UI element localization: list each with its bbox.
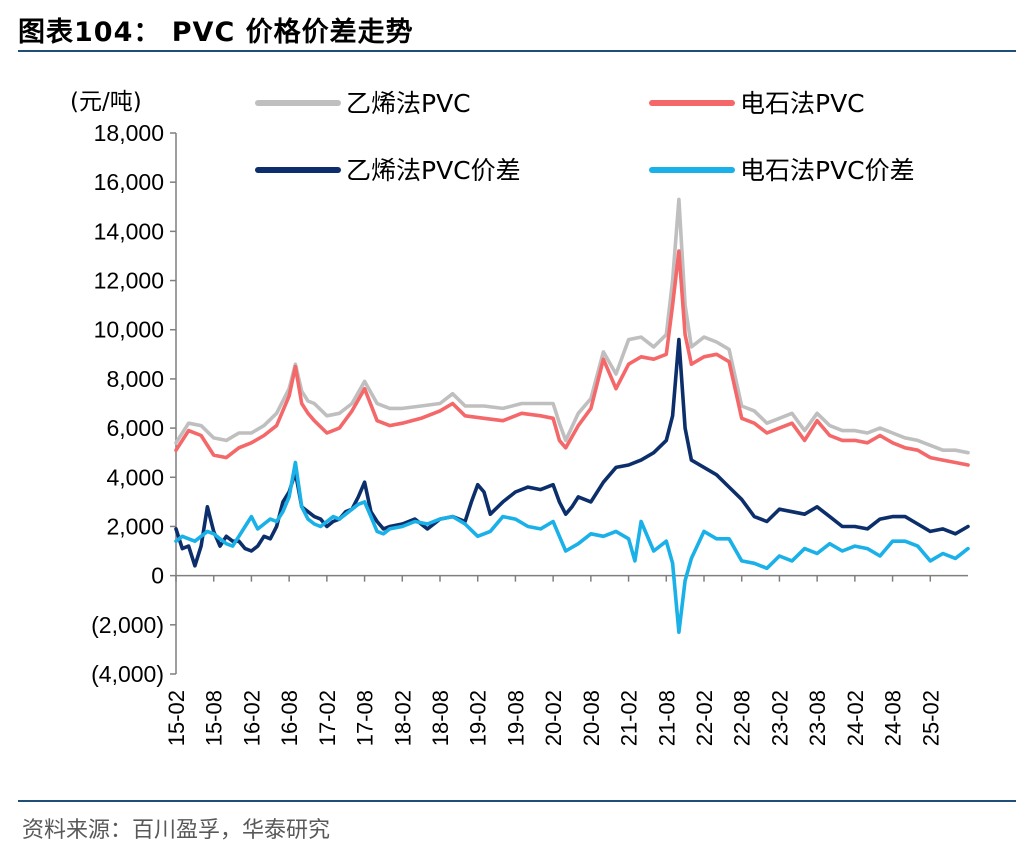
x-tick-label: 17-08 (353, 690, 378, 746)
chart-axes: 18,000 16,000 14,000 12,000 10,000 8,000 6,000… (91, 120, 968, 746)
x-tick-label: 18-08 (428, 690, 453, 746)
x-tick-label: 23-02 (767, 690, 792, 746)
series-line-1 (174, 197, 970, 455)
figure-title: 图表104： PVC 价格价差走势 (18, 17, 414, 48)
x-tick-label: 25-02 (918, 690, 943, 746)
y-tick-label: 8,000 (106, 366, 164, 392)
x-tick-label: 24-08 (881, 690, 906, 746)
x-tick-label: 16-08 (277, 690, 302, 746)
x-tick-label: 19-08 (503, 690, 528, 746)
x-tick-label: 20-08 (579, 690, 604, 746)
x-tick-label: 15-02 (164, 690, 189, 746)
x-tick-label: 20-02 (541, 690, 566, 746)
y-tick-label: 14,000 (94, 218, 164, 244)
x-tick-label: 23-08 (805, 690, 830, 746)
title-rule (18, 50, 1016, 52)
x-tick-label: 22-08 (730, 690, 755, 746)
source-note: 资料来源：百川盈孚，华泰研究 (22, 818, 331, 843)
y-unit-label: (元/吨) (70, 89, 142, 115)
series-line-2 (174, 249, 970, 467)
y-tick-label: 18,000 (94, 120, 164, 146)
chart-legend: 乙烯法PVC 电石法PVC 乙烯法PVC价差 电石法PVC价差 (255, 89, 915, 185)
legend-label: 乙烯法PVC价差 (346, 156, 521, 185)
x-tick-label: 24-02 (843, 690, 868, 746)
legend-label: 电石法PVC (740, 89, 865, 118)
x-tick-label: 17-02 (315, 690, 340, 746)
legend-label: 电石法PVC价差 (740, 156, 915, 185)
y-tick-label: (4,000) (91, 661, 164, 687)
footer-rule (18, 800, 1016, 802)
y-tick-label: 4,000 (106, 464, 164, 490)
y-tick-label: 10,000 (94, 317, 164, 343)
x-tick-label: 21-02 (617, 690, 642, 746)
x-tick-label: 22-02 (692, 690, 717, 746)
series-line-4 (174, 460, 970, 634)
legend-label: 乙烯法PVC (346, 89, 471, 118)
y-tick-label: (2,000) (91, 612, 164, 638)
chart-series (174, 197, 970, 634)
y-tick-label: 12,000 (94, 268, 164, 294)
series-line-3 (174, 337, 970, 568)
y-tick-label: 16,000 (94, 169, 164, 195)
y-tick-label: 2,000 (106, 513, 164, 539)
x-tick-label: 18-02 (390, 690, 415, 746)
x-tick-label: 19-02 (466, 690, 491, 746)
x-tick-label: 21-08 (654, 690, 679, 746)
y-tick-label: 6,000 (106, 415, 164, 441)
x-tick-label: 16-02 (239, 690, 264, 746)
y-tick-label: 0 (151, 563, 164, 589)
x-tick-label: 15-08 (202, 690, 227, 746)
